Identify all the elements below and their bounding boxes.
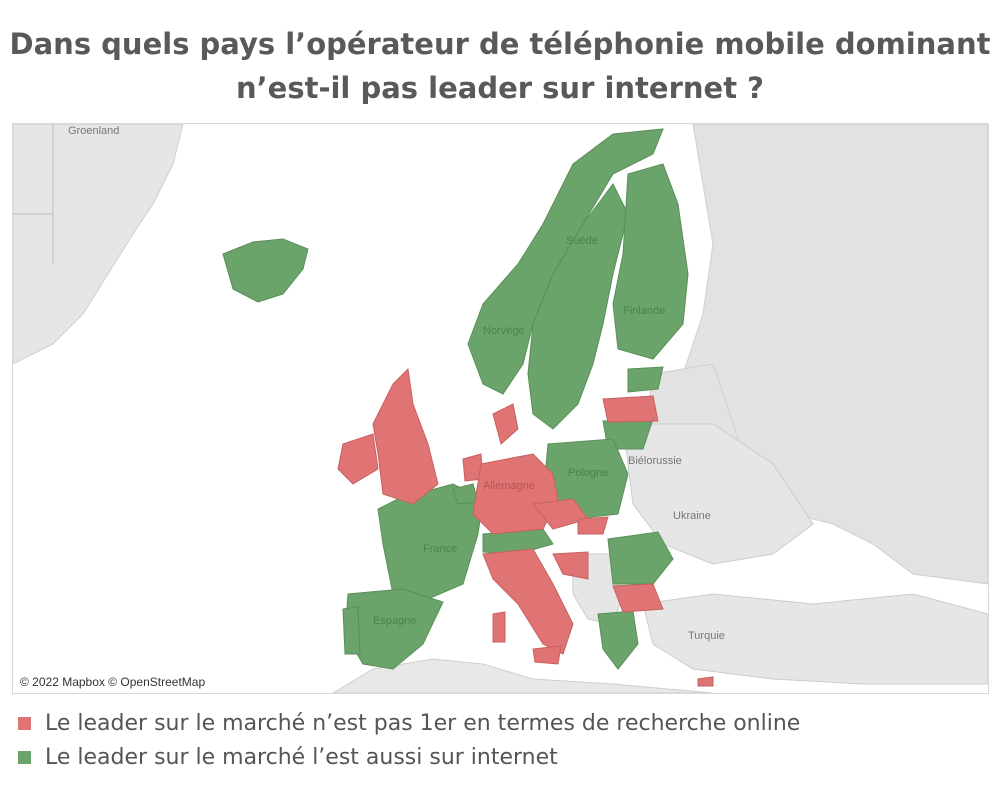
legend-label-also-leader: Le leader sur le marché l’est aussi sur … (45, 744, 558, 770)
ireland[interactable] (337, 433, 379, 485)
legend-label-not-leader: Le leader sur le marché n’est pas 1er en… (45, 710, 801, 736)
finland[interactable] (612, 163, 689, 360)
map-title: Dans quels pays l’opérateur de téléphoni… (0, 22, 1000, 110)
germany[interactable] (472, 453, 559, 535)
map-attribution[interactable]: © 2022 Mapbox © OpenStreetMap (20, 675, 206, 689)
spain[interactable] (344, 588, 444, 670)
legend-swatch-red (18, 716, 31, 730)
label-spain: Espagne (373, 615, 416, 627)
italy[interactable] (482, 548, 574, 655)
legend-item-also-leader[interactable]: Le leader sur le marché l’est aussi sur … (18, 740, 800, 774)
norway[interactable] (467, 128, 664, 395)
label-germany: Allemagne (483, 480, 535, 492)
green-countries (222, 128, 689, 670)
greenland-land (13, 124, 184, 365)
label-norway: Norvège (483, 325, 525, 337)
label-sweden: Suède (566, 235, 598, 247)
turkey-land (642, 593, 988, 685)
title-line-2: n’est-il pas leader sur internet ? (236, 71, 764, 105)
label-turkey: Turquie (688, 630, 725, 642)
romania[interactable] (607, 531, 674, 585)
label-finland: Finlande (623, 305, 665, 317)
croatia[interactable] (552, 551, 589, 580)
label-belarus: Biélorussie (628, 455, 682, 467)
ukraine-belarus-land (622, 423, 814, 565)
denmark[interactable] (492, 403, 519, 445)
bulgaria[interactable] (612, 583, 664, 613)
map-canvas[interactable]: Groenland Suède Norvège Finlande Pologne… (13, 124, 988, 693)
map-view[interactable]: Groenland Suède Norvège Finlande Pologne… (12, 123, 989, 694)
portugal[interactable] (342, 606, 361, 655)
legend-swatch-green (18, 750, 31, 764)
label-greenland: Groenland (68, 125, 119, 137)
estonia[interactable] (627, 366, 664, 393)
uk[interactable] (372, 367, 439, 505)
label-france: France (423, 543, 457, 555)
legend: Le leader sur le marché n’est pas 1er en… (18, 706, 800, 774)
sicily[interactable] (532, 645, 562, 665)
legend-item-not-leader[interactable]: Le leader sur le marché n’est pas 1er en… (18, 706, 800, 740)
label-ukraine: Ukraine (673, 510, 711, 522)
sardinia[interactable] (492, 611, 506, 643)
slovakia[interactable] (577, 516, 609, 535)
cyprus[interactable] (697, 676, 714, 687)
label-poland: Pologne (568, 467, 608, 479)
title-line-1: Dans quels pays l’opérateur de téléphoni… (9, 27, 991, 61)
red-countries (337, 367, 714, 687)
greece[interactable] (597, 610, 639, 670)
iceland[interactable] (222, 238, 309, 303)
latvia[interactable] (602, 395, 659, 423)
